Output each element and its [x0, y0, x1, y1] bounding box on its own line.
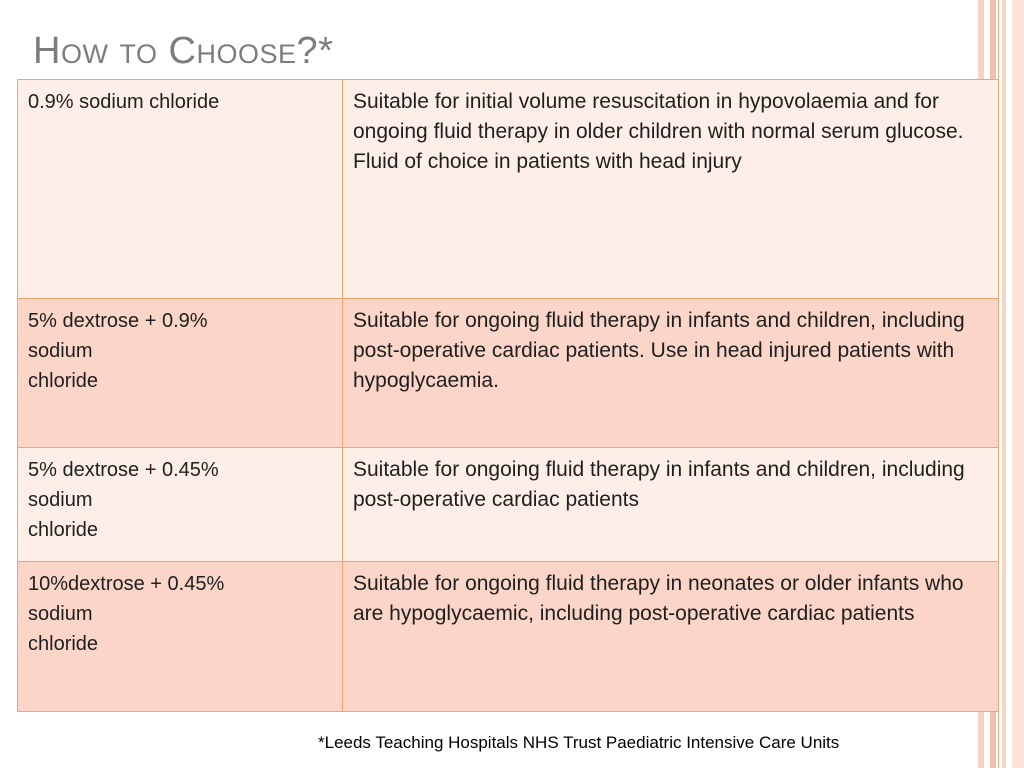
fluid-use-cell: Suitable for ongoing fluid therapy in in…	[342, 447, 999, 562]
fluid-name-cell: 10%dextrose + 0.45% sodium chloride	[17, 561, 343, 712]
fluid-choice-table: 0.9% sodium chloride Suitable for initia…	[17, 79, 999, 712]
fluid-name-line: 5% dextrose + 0.9%	[28, 310, 208, 332]
fluid-name-line: sodium	[28, 340, 93, 362]
fluid-name-cell: 5% dextrose + 0.9% sodium chloride	[17, 298, 343, 448]
fluid-name-line: chloride	[28, 519, 99, 541]
table-row: 10%dextrose + 0.45% sodium chloride Suit…	[17, 561, 999, 712]
fluid-name-line: 0.9% sodium chloride	[28, 91, 220, 113]
slide-title: How to Choose?*	[33, 30, 334, 72]
fluid-name-cell: 0.9% sodium chloride	[17, 79, 343, 299]
fluid-name-line: sodium	[28, 489, 93, 511]
source-footnote: *Leeds Teaching Hospitals NHS Trust Paed…	[318, 733, 840, 752]
fluid-use-cell: Suitable for ongoing fluid therapy in in…	[342, 298, 999, 448]
fluid-name-cell: 5% dextrose + 0.45% sodium chloride	[17, 447, 343, 562]
fluid-name-line: 10%dextrose + 0.45%	[28, 573, 225, 595]
fluid-name-line: 5% dextrose + 0.45%	[28, 459, 219, 481]
decorative-stripe	[1012, 0, 1024, 768]
decorative-stripe	[1002, 0, 1006, 768]
table-row: 5% dextrose + 0.45% sodium chloride Suit…	[17, 447, 999, 562]
fluid-name-line: chloride	[28, 370, 99, 392]
table-row: 5% dextrose + 0.9% sodium chloride Suita…	[17, 298, 999, 448]
fluid-use-cell: Suitable for initial volume resuscitatio…	[342, 79, 999, 299]
fluid-name-line: chloride	[28, 633, 99, 655]
decorative-line	[998, 0, 999, 768]
fluid-use-cell: Suitable for ongoing fluid therapy in ne…	[342, 561, 999, 712]
fluid-name-line: sodium	[28, 603, 93, 625]
table-row: 0.9% sodium chloride Suitable for initia…	[17, 79, 999, 299]
